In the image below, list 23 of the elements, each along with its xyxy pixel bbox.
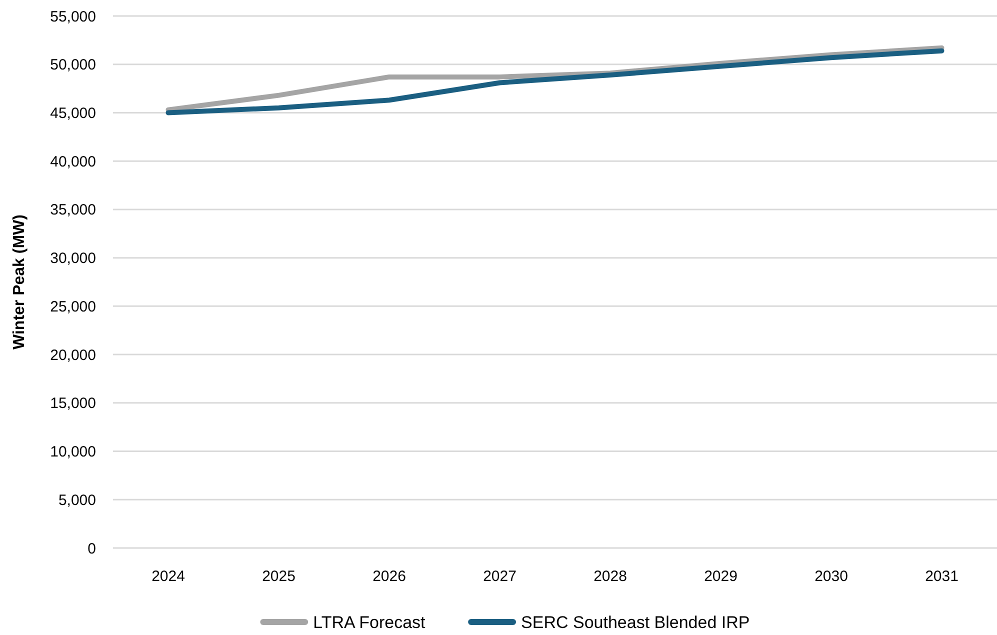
y-tick-label: 30,000	[50, 250, 96, 268]
y-tick-label: 20,000	[50, 346, 96, 364]
legend-label: LTRA Forecast	[313, 612, 426, 632]
y-axis-title: Winter Peak (MW)	[11, 214, 28, 350]
legend-label: SERC Southeast Blended IRP	[521, 612, 750, 632]
x-tick-label: 2028	[594, 568, 627, 585]
y-tick-label: 35,000	[50, 202, 96, 219]
y-tick-label: 25,000	[50, 298, 96, 316]
y-tick-label: 50,000	[50, 56, 96, 74]
x-tick-label: 2027	[483, 568, 516, 585]
y-tick-label: 45,000	[50, 104, 96, 122]
x-tick-label: 2026	[372, 568, 406, 585]
x-tick-label: 2030	[814, 568, 848, 585]
y-tick-label: 40,000	[50, 153, 96, 170]
y-tick-label: 55,000	[50, 8, 96, 26]
y-tick-label: 5,000	[58, 492, 96, 509]
x-tick-label: 2024	[152, 568, 185, 585]
x-tick-label: 2025	[262, 568, 296, 585]
y-tick-label: 10,000	[50, 444, 96, 461]
x-tick-label: 2031	[925, 568, 958, 585]
y-tick-label: 15,000	[50, 395, 96, 412]
y-tick-label: 0	[88, 540, 96, 558]
x-tick-label: 2029	[704, 568, 738, 585]
